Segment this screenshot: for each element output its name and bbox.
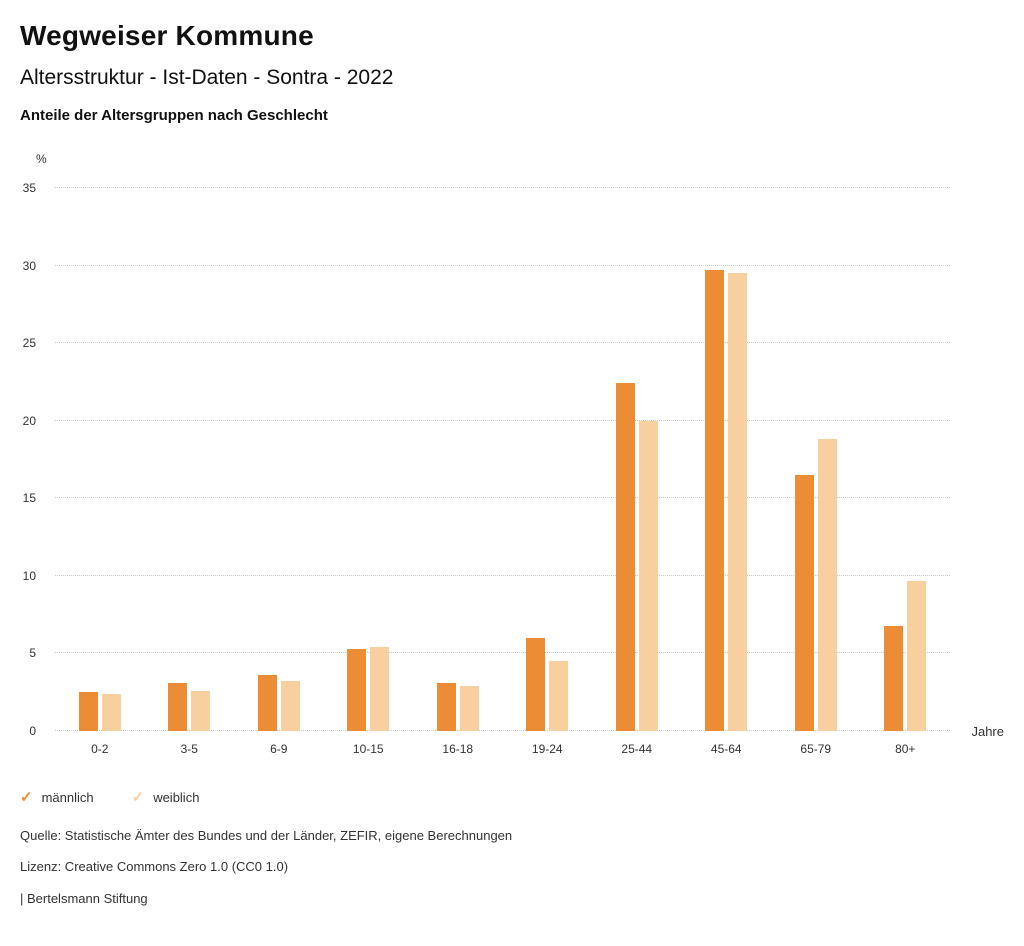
license-text: Lizenz: Creative Commons Zero 1.0 (CC0 1…	[20, 859, 289, 875]
bar-chart: % 0 5 10 15 20 25 30 35 0-2 3-5 6-9 10-15 16-18 19-2…	[20, 148, 1004, 768]
bar-weiblich-80+[interactable]	[907, 580, 927, 731]
bar-männlich-0-2[interactable]	[78, 692, 98, 731]
x-axis-tick-label: 10-15	[352, 742, 384, 756]
bar-group-3-5	[145, 188, 235, 731]
gridline	[55, 497, 950, 499]
bar-weiblich-3-5[interactable]	[191, 690, 211, 731]
bar-weiblich-25-44[interactable]	[638, 420, 658, 731]
y-axis-tick-label: 5	[29, 646, 36, 661]
page: Wegweiser Kommune Altersstruktur - Ist-D…	[20, 20, 1004, 906]
attribution-text: | Bertelsmann Stiftung	[20, 890, 148, 906]
check-icon: ✓	[131, 789, 145, 806]
x-axis-tick-label: 16-18	[442, 742, 474, 756]
bar-group-45-64	[682, 188, 772, 731]
y-axis-tick-label: 0	[29, 724, 36, 738]
y-axis-tick-label: 10	[22, 568, 36, 583]
bar-group-10-15	[324, 188, 414, 731]
y-axis-tick-label: 25	[22, 336, 36, 351]
gridline	[55, 264, 950, 266]
bar-männlich-10-15[interactable]	[347, 648, 367, 731]
bar-weiblich-45-64[interactable]	[728, 273, 748, 731]
bar-weiblich-65-79[interactable]	[817, 439, 837, 731]
x-axis-unit-label: Jahre	[971, 724, 1004, 739]
gridline	[55, 574, 950, 576]
plot-area	[55, 188, 950, 731]
legend-label-maennlich: männlich	[41, 790, 94, 805]
x-axis-tick-label: 0-2	[91, 742, 109, 756]
x-axis-tick-label: 65-79	[800, 742, 832, 756]
plot-wrap	[55, 187, 950, 731]
bar-männlich-6-9[interactable]	[257, 675, 277, 731]
bar-weiblich-16-18[interactable]	[459, 686, 479, 731]
x-axis-tick-label: 3-5	[180, 742, 198, 756]
x-axis-labels: 0-2 3-5 6-9 10-15 16-18 19-24 25-44 45-64 65-79 8…	[55, 742, 950, 756]
x-axis-tick-label: 19-24	[531, 742, 563, 756]
bar-weiblich-0-2[interactable]	[101, 693, 121, 731]
bar-group-16-18	[413, 188, 503, 731]
y-axis-tick-label: 20	[22, 413, 36, 428]
check-icon: ✓	[20, 789, 33, 806]
chart-subtitle: Anteile der Altersgruppen nach Geschlech…	[20, 107, 328, 124]
footer: Quelle: Statistische Ämter des Bundes un…	[20, 828, 1004, 906]
bar-männlich-25-44[interactable]	[615, 383, 635, 731]
bar-group-19-24	[503, 188, 593, 731]
x-axis-tick-label: 45-64	[710, 742, 742, 756]
bar-männlich-3-5[interactable]	[168, 682, 188, 731]
gridline	[55, 730, 950, 731]
legend-label-weiblich: weiblich	[153, 790, 200, 805]
x-axis-tick-label: 25-44	[621, 742, 653, 756]
bar-weiblich-10-15[interactable]	[370, 647, 390, 731]
bar-weiblich-19-24[interactable]	[549, 661, 569, 731]
y-axis-tick-label: 15	[22, 491, 36, 506]
bar-group-65-79	[771, 188, 861, 731]
page-title: Wegweiser Kommune	[20, 20, 314, 51]
source-text: Quelle: Statistische Ämter des Bundes un…	[20, 828, 513, 843]
gridline	[55, 419, 950, 421]
gridline	[55, 187, 950, 188]
bar-group-6-9	[234, 188, 324, 731]
legend-item-maennlich[interactable]: ✓ männlich	[20, 790, 94, 805]
bar-group-25-44	[592, 188, 682, 731]
chart-title: Altersstruktur - Ist-Daten - Sontra - 20…	[20, 66, 394, 89]
legend-item-weiblich[interactable]: ✓ weiblich	[132, 790, 200, 805]
bar-männlich-45-64[interactable]	[705, 270, 725, 731]
y-axis: 0 5 10 15 20 25 30 35	[20, 182, 36, 737]
bar-männlich-16-18[interactable]	[436, 682, 456, 731]
bar-männlich-19-24[interactable]	[526, 637, 546, 731]
y-axis-tick-label: 30	[22, 258, 36, 273]
x-axis-tick-label: 80+	[895, 742, 916, 756]
bar-männlich-80+[interactable]	[884, 625, 904, 731]
gridline	[55, 652, 950, 654]
y-axis-tick-label: 35	[22, 181, 36, 195]
x-axis-tick-label: 6-9	[270, 742, 288, 756]
y-axis-unit-label: %	[36, 152, 47, 166]
bar-group-80+	[861, 188, 951, 731]
gridlines	[55, 187, 950, 731]
legend: ✓ männlich ✓ weiblich	[20, 790, 1004, 805]
bar-weiblich-6-9[interactable]	[280, 681, 300, 731]
gridline	[55, 342, 950, 344]
bar-group-0-2	[55, 188, 145, 731]
bar-männlich-65-79[interactable]	[794, 475, 814, 731]
